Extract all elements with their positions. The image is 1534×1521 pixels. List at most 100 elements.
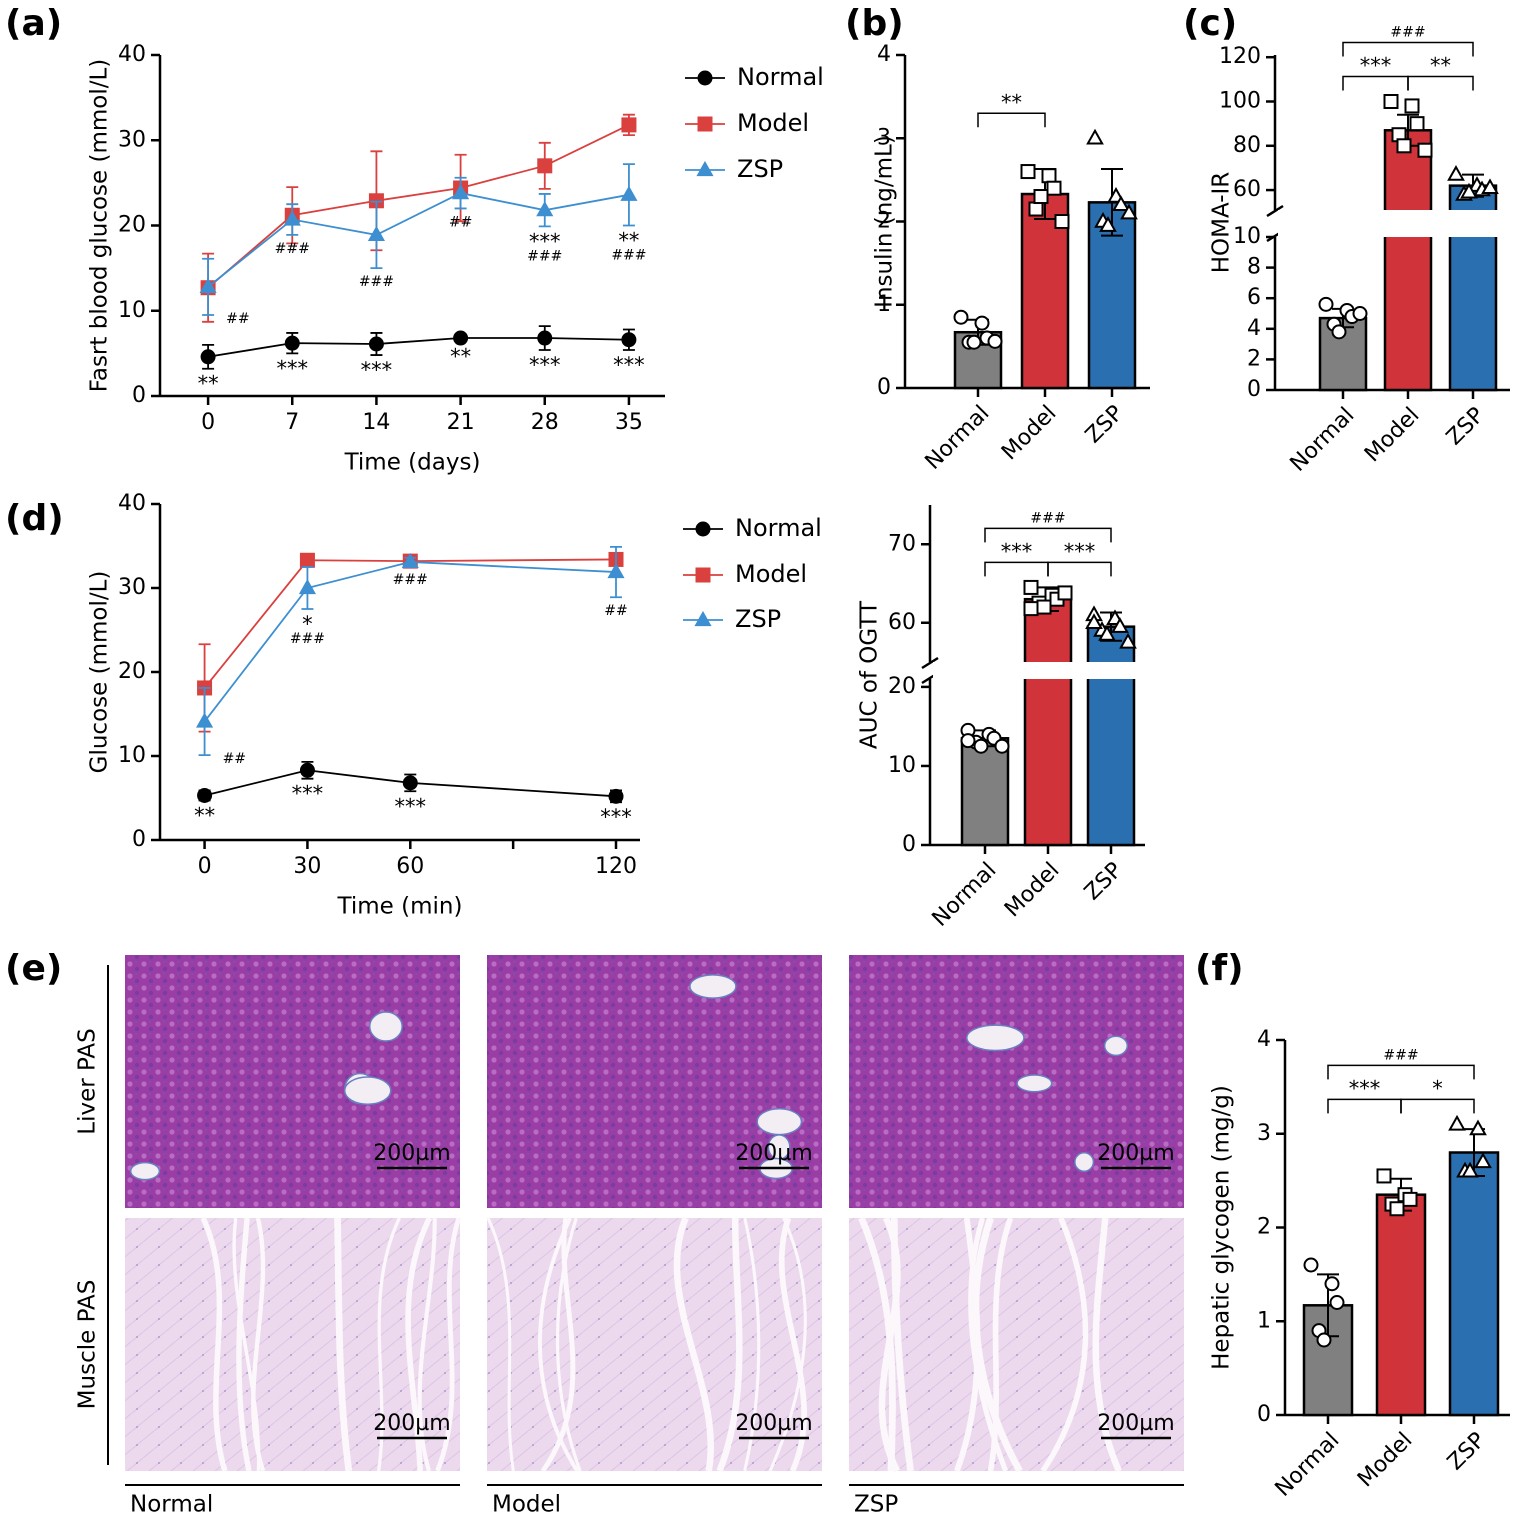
series-line [207, 337, 629, 358]
fiber-gap [555, 1217, 582, 1472]
y-tick-label: 10 [118, 298, 146, 323]
y-tick-label: 0 [1247, 377, 1261, 402]
legend-label: Normal [735, 514, 822, 542]
bar [1448, 1151, 1500, 1417]
data-point [973, 738, 989, 754]
legend-marker [694, 610, 712, 627]
point [537, 330, 553, 346]
significance: ### [527, 248, 562, 264]
bar [1023, 597, 1073, 847]
x-tick-label: 0 [198, 854, 212, 879]
significance: *** [277, 356, 309, 380]
comparison-label: ### [1390, 25, 1425, 41]
bar [1086, 625, 1136, 847]
y-tick-label: 70 [888, 531, 916, 556]
data-point [1303, 1257, 1319, 1273]
data-point [1329, 1295, 1345, 1310]
data-point [994, 738, 1010, 754]
data-point [1448, 1114, 1466, 1131]
data-point [1461, 1161, 1479, 1178]
y-tick-label: 3 [877, 125, 891, 150]
panel-label: (a) [5, 3, 62, 44]
data-point [1046, 180, 1062, 196]
comparison-bracket [1327, 1098, 1402, 1114]
y-tick-label: 60 [888, 610, 916, 635]
y-axis-title: Hepatic glycogen (mg/g) [1209, 1085, 1235, 1370]
series-line [207, 192, 630, 288]
series-line [203, 561, 617, 723]
y-tick-label: 2 [1257, 1215, 1271, 1240]
fiber-gap [1040, 1216, 1089, 1473]
point [401, 552, 419, 569]
fiber-gap [236, 1217, 252, 1472]
comparison-label: *** [1360, 54, 1392, 78]
y-tick-label: 0 [1257, 1402, 1271, 1427]
comparison-label: * [1432, 1076, 1443, 1100]
fiber-gap [232, 1217, 261, 1472]
x-tick-label: Model [1360, 403, 1424, 467]
point [283, 210, 301, 226]
fiber-gap [673, 1216, 714, 1472]
y-tick-label: 8 [1247, 255, 1261, 280]
y-tick-label: 40 [118, 42, 146, 67]
data-point [1086, 128, 1104, 145]
significance: *** [600, 805, 632, 829]
data-point [1112, 195, 1130, 212]
x-tick-label: ZSP [1442, 403, 1490, 451]
x-tick-label: Normal [928, 858, 1002, 932]
data-point [1474, 1152, 1492, 1169]
legend-label: Model [735, 560, 807, 588]
significance: ** [450, 344, 471, 368]
y-tick-label: 0 [902, 832, 916, 857]
legend-marker [697, 116, 713, 132]
point [608, 788, 624, 804]
y-tick-label: 30 [118, 127, 146, 152]
row-label: Muscle PAS [75, 1280, 101, 1410]
legend-marker [695, 521, 711, 537]
x-tick-label: 0 [201, 410, 215, 435]
significance: *** [361, 358, 393, 382]
significance: ** [194, 804, 215, 828]
comparison-label: ** [1001, 90, 1022, 114]
point [452, 184, 470, 200]
data-point [1020, 164, 1036, 180]
histology [125, 955, 1184, 1473]
legend-marker [696, 160, 714, 177]
data-point [1352, 306, 1368, 321]
data-point [960, 733, 976, 749]
comparison-bracket [1047, 561, 1112, 577]
y-tick-label: 20 [118, 213, 146, 238]
legend-label: ZSP [735, 605, 781, 633]
significance: ### [359, 274, 394, 290]
comparison-label: *** [1349, 1076, 1381, 1100]
x-tick-label: 14 [362, 410, 390, 435]
x-tick-label: Model [997, 401, 1061, 465]
legend-label: ZSP [737, 155, 783, 183]
y-tick-label: 0 [877, 375, 891, 400]
data-point [1057, 585, 1073, 601]
significance: ## [449, 214, 472, 230]
series-line [203, 558, 617, 689]
y-axis-title: Insulin (ng/mL) [872, 135, 898, 308]
data-point [1376, 1168, 1392, 1184]
comparison-bracket [1327, 1064, 1475, 1080]
data-point [974, 315, 990, 331]
y-tick-label: 3 [1257, 1121, 1271, 1146]
vessel [368, 1011, 403, 1042]
data-point [1402, 1191, 1418, 1207]
data-point [1111, 617, 1129, 633]
data-point [1331, 324, 1347, 340]
point [536, 201, 554, 217]
axis-break-gap [933, 662, 1148, 679]
vessel [343, 1076, 392, 1106]
vessel [966, 1024, 1025, 1052]
y-tick-label: 1 [1257, 1308, 1271, 1333]
significance: ** [198, 372, 219, 396]
fiber-gap [540, 1217, 576, 1473]
y-tick-label: 60 [1233, 177, 1261, 202]
x-tick-label: Normal [1286, 403, 1360, 477]
significance: *** [292, 782, 324, 806]
vessel [1074, 1151, 1095, 1173]
point [367, 225, 385, 241]
